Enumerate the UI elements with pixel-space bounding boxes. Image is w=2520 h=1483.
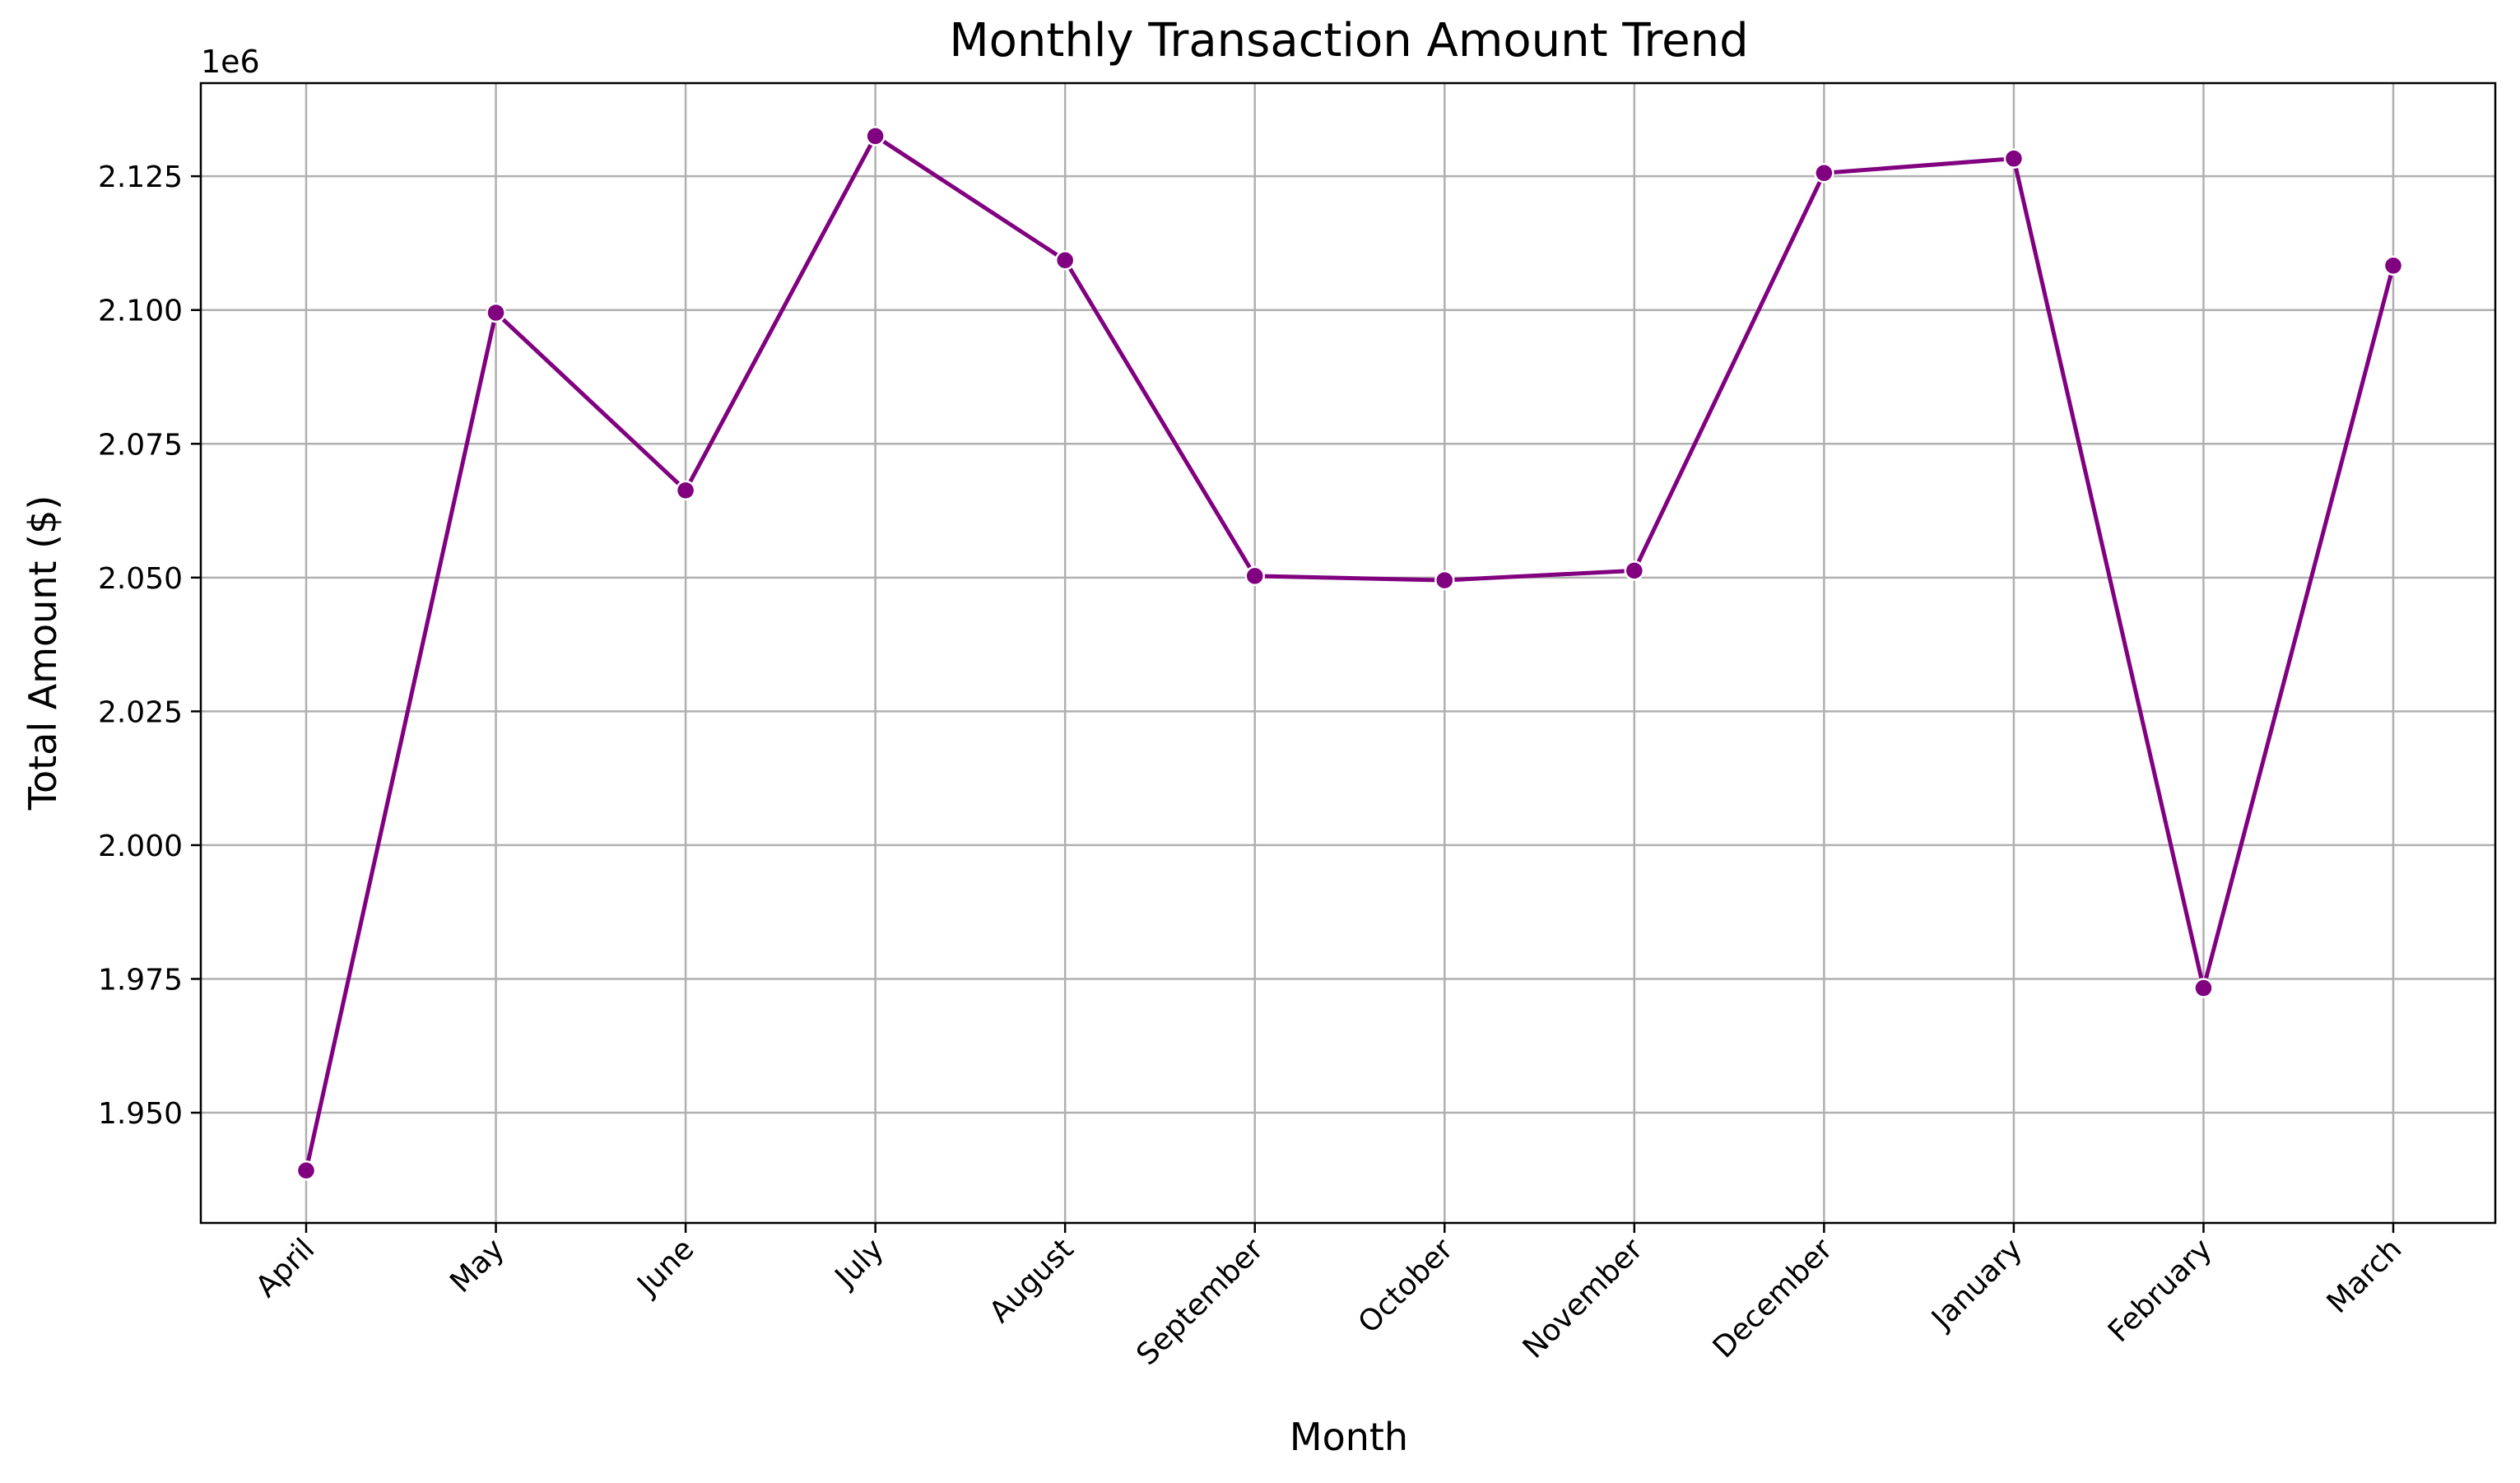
y-tick-label: 2.100 <box>98 295 183 328</box>
data-point-marker <box>486 302 506 323</box>
plot-area-frame <box>199 81 2497 1225</box>
y-tick-label: 2.025 <box>98 695 183 729</box>
data-point-marker <box>2193 978 2214 998</box>
y-tick-label: 2.075 <box>98 428 183 462</box>
series-line <box>304 133 2396 1173</box>
x-axis-title: Month <box>1290 1415 1408 1459</box>
data-point-marker <box>295 1160 317 1181</box>
y-tick-label: 2.000 <box>98 830 183 863</box>
data-point-marker <box>1434 569 1455 591</box>
chart-title: Monthly Transaction Amount Trend <box>949 14 1748 67</box>
data-point-marker <box>865 126 886 146</box>
y-axis-ticks: 1.950 1.975 2.000 2.025 2.050 2.075 2.100 2.125 <box>98 160 201 1131</box>
series-markers <box>295 126 2404 1181</box>
data-point-marker <box>2003 148 2025 169</box>
y-tick-label: 2.125 <box>98 160 183 194</box>
y-tick-label: 1.975 <box>98 963 183 997</box>
y-tick-label: 1.950 <box>98 1097 183 1131</box>
y-tick-label: 2.050 <box>98 562 183 596</box>
y-axis-title: Total Amount ($) <box>21 495 65 811</box>
grid-lines <box>201 83 2495 1223</box>
data-point-marker <box>1624 560 1645 581</box>
data-point-marker <box>1244 565 1265 587</box>
data-point-marker <box>1814 162 1834 184</box>
data-point-marker <box>1054 249 1076 271</box>
series-line-group <box>304 133 2396 1173</box>
data-point-marker <box>2383 255 2404 276</box>
y-offset-label: 1e6 <box>201 44 260 80</box>
data-point-marker <box>675 480 696 501</box>
